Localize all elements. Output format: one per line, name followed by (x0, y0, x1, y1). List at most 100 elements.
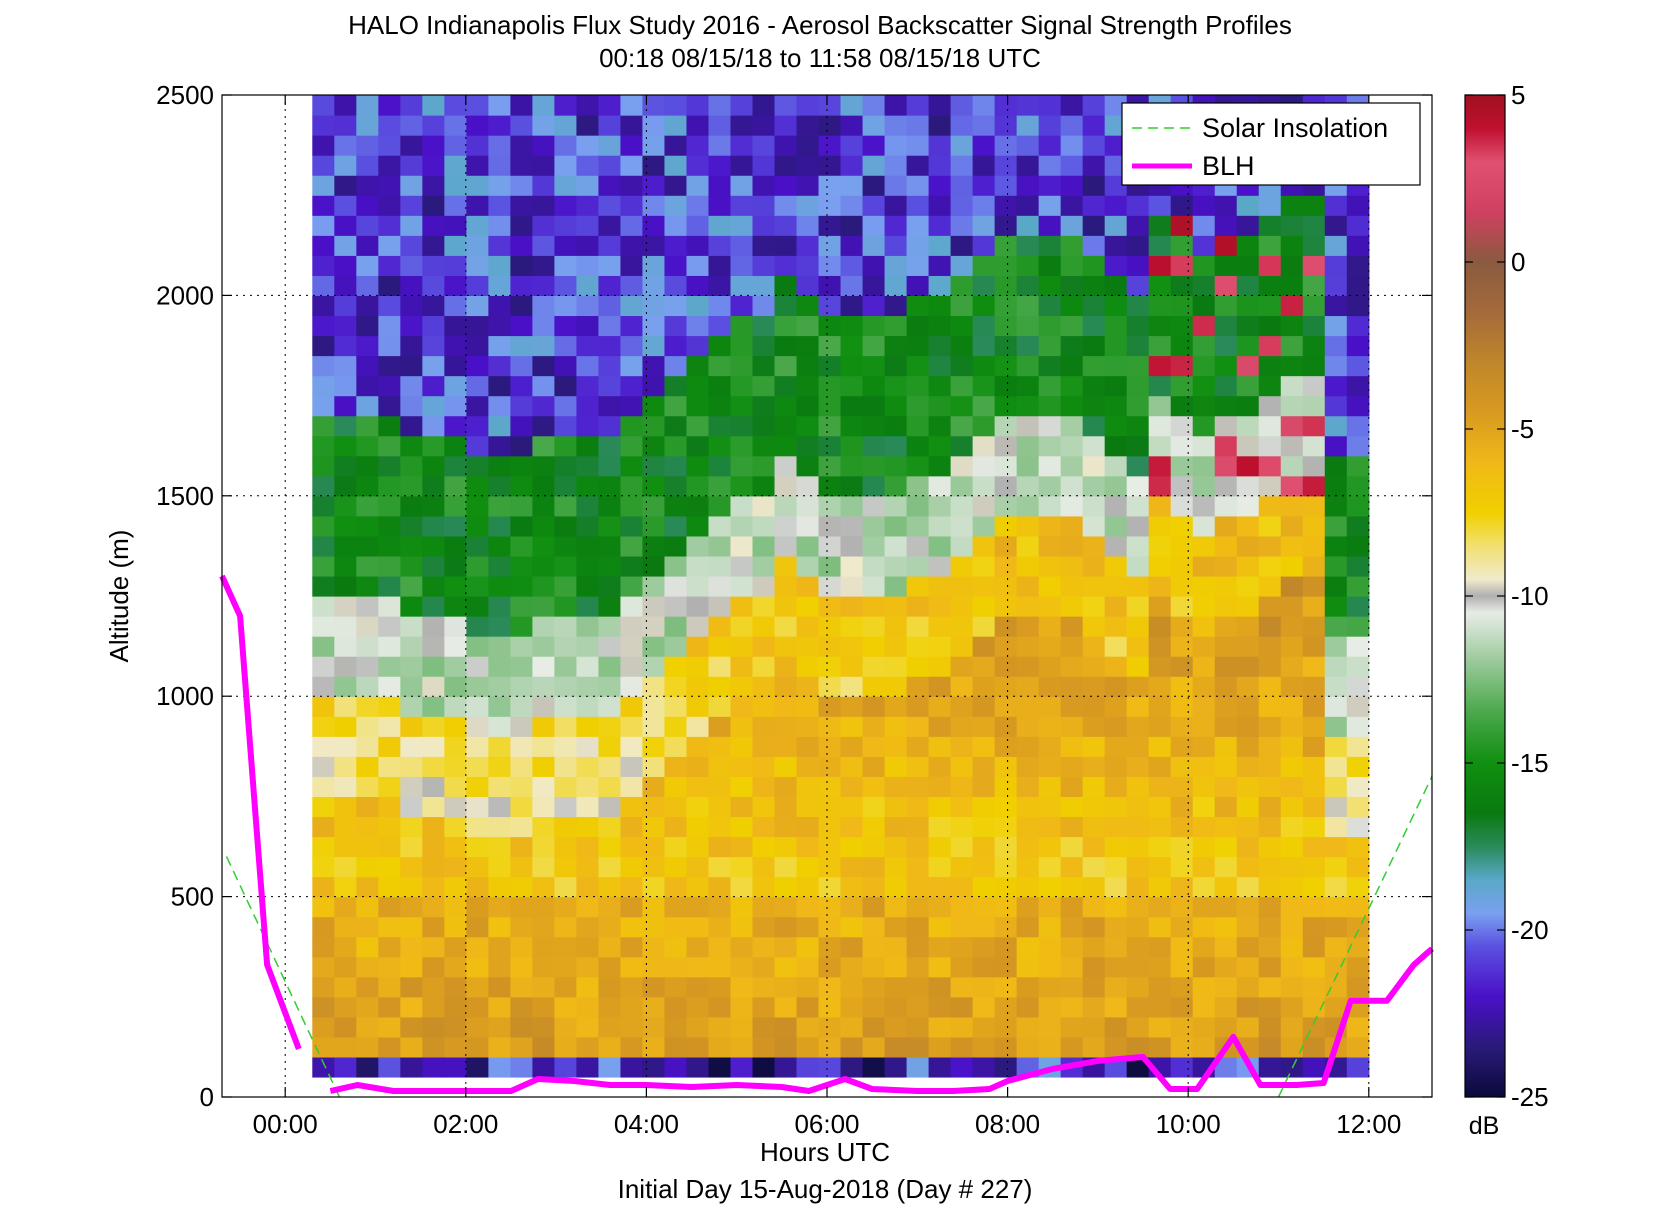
heatmap-cell (422, 996, 445, 1018)
heatmap-cell (752, 115, 776, 136)
heatmap-cell (928, 275, 952, 296)
heatmap-cell (1016, 656, 1040, 677)
heatmap-cell (1258, 816, 1282, 838)
heatmap-cell (532, 676, 556, 697)
heatmap-cell (378, 776, 401, 797)
heatmap-cell (334, 756, 357, 777)
heatmap-cell (378, 375, 401, 397)
heatmap-cell (840, 95, 864, 116)
heatmap-cell (1324, 315, 1348, 337)
heatmap-cell (356, 736, 379, 757)
heatmap-cell (994, 95, 1018, 116)
heatmap-cell (884, 455, 908, 477)
heatmap-cell (1016, 575, 1040, 597)
heatmap-cell (840, 335, 864, 357)
heatmap-cell (620, 395, 644, 417)
heatmap-cell (466, 155, 489, 176)
heatmap-cell (510, 515, 533, 537)
heatmap-cell (620, 976, 644, 998)
heatmap-cell (1038, 495, 1062, 517)
heatmap-cell (1104, 495, 1128, 517)
heatmap-cell (1214, 435, 1238, 457)
heatmap-cell (642, 796, 666, 818)
heatmap-cell (1192, 676, 1216, 697)
heatmap-cell (950, 395, 974, 417)
heatmap-cell (752, 415, 776, 437)
heatmap-cell (1082, 415, 1106, 437)
heatmap-cell (444, 1056, 467, 1078)
heatmap-cell (312, 115, 335, 136)
heatmap-cell (708, 876, 732, 898)
heatmap-cell (444, 916, 467, 938)
heatmap-cell (686, 495, 710, 517)
heatmap-cell (1280, 495, 1304, 517)
heatmap-cell (708, 936, 732, 958)
heatmap-cell (1170, 535, 1194, 557)
heatmap-cell (752, 295, 776, 317)
heatmap-cell (466, 295, 489, 317)
heatmap-cell (1280, 696, 1304, 717)
heatmap-cell (664, 716, 688, 737)
heatmap-cell (1148, 495, 1172, 517)
heatmap-cell (1302, 415, 1326, 437)
heatmap-cell (906, 535, 930, 557)
heatmap-cell (862, 976, 886, 998)
heatmap-cell (422, 495, 445, 517)
heatmap-cell (642, 295, 666, 317)
heatmap-cell (400, 295, 423, 317)
heatmap-cell (642, 315, 666, 337)
heatmap-cell (664, 836, 688, 858)
heatmap-cell (1104, 956, 1128, 978)
heatmap-cell (664, 355, 688, 377)
heatmap-cell (334, 535, 357, 557)
heatmap-cell (906, 636, 930, 657)
heatmap-cell (1038, 876, 1062, 898)
heatmap-cell (1060, 656, 1084, 677)
heatmap-cell (1170, 656, 1194, 677)
heatmap-cell (730, 415, 754, 437)
heatmap-cell (972, 756, 996, 777)
colorbar-tick-label: 5 (1511, 80, 1525, 110)
heatmap-cell (796, 736, 820, 757)
heatmap-cell (642, 515, 666, 537)
heatmap-cell (532, 415, 556, 437)
heatmap-cell (774, 515, 798, 537)
heatmap-cell (994, 1016, 1018, 1038)
heatmap-cell (1192, 716, 1216, 737)
heatmap-cell (1016, 95, 1040, 116)
heatmap-cell (972, 916, 996, 938)
heatmap-cell (620, 616, 644, 637)
x-tick-label: 04:00 (614, 1109, 679, 1139)
heatmap-cell (1016, 996, 1040, 1018)
heatmap-cell (356, 996, 379, 1018)
heatmap-cell (576, 575, 600, 597)
heatmap-cell (1060, 275, 1084, 296)
heatmap-cell (664, 756, 688, 777)
heatmap-cell (1192, 996, 1216, 1018)
heatmap-cell (884, 636, 908, 657)
heatmap-cell (1082, 896, 1106, 918)
heatmap-cell (312, 756, 335, 777)
heatmap-cell (1016, 415, 1040, 437)
heatmap-cell (730, 676, 754, 697)
heatmap-cell (576, 816, 600, 838)
heatmap-cell (928, 896, 952, 918)
heatmap-cell (730, 395, 754, 417)
heatmap-cell (554, 335, 578, 357)
heatmap-cell (994, 155, 1018, 176)
heatmap-cell (752, 796, 776, 818)
heatmap-cell (686, 656, 710, 677)
heatmap-cell (686, 616, 710, 637)
heatmap-cell (1060, 255, 1084, 276)
heatmap-cell (1170, 876, 1194, 898)
heatmap-cell (730, 135, 754, 156)
heatmap-cell (1016, 756, 1040, 777)
heatmap-cell (686, 95, 710, 116)
heatmap-cell (532, 1056, 556, 1078)
heatmap-cell (1082, 215, 1106, 236)
heatmap-cell (576, 95, 600, 116)
heatmap-cell (1214, 235, 1238, 256)
heatmap-cell (1148, 856, 1172, 878)
heatmap-cell (994, 415, 1018, 437)
heatmap-cell (928, 816, 952, 838)
